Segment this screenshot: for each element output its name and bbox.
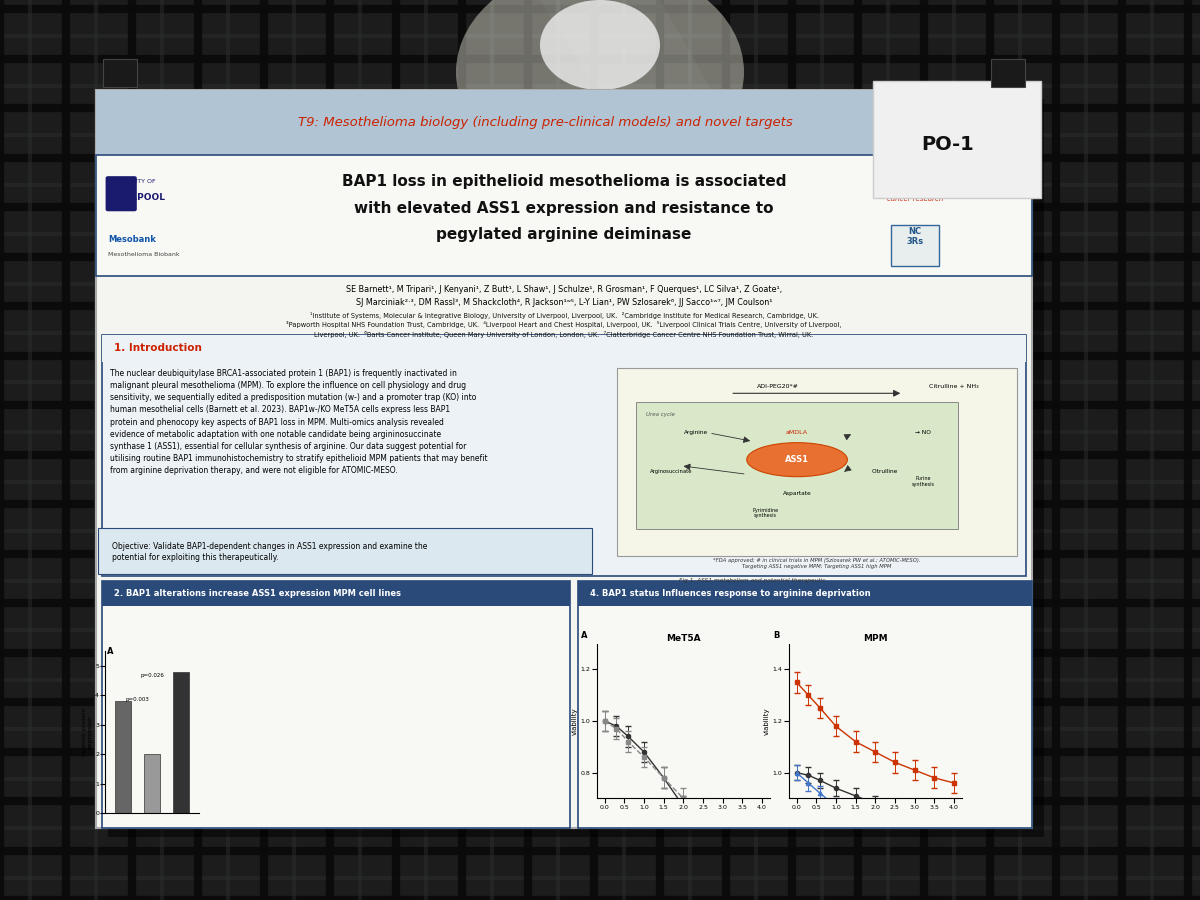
Text: A: A xyxy=(107,647,113,656)
Text: Arginosuccinate: Arginosuccinate xyxy=(650,469,692,474)
Y-axis label: viability: viability xyxy=(763,707,769,734)
FancyBboxPatch shape xyxy=(102,335,1026,576)
Text: *FDA approved; # in clinical trials in MPM (Szlosarek PW et al.; ATOMIC-MESO).
T: *FDA approved; # in clinical trials in M… xyxy=(713,558,920,569)
Text: Mesothelioma Biobank: Mesothelioma Biobank xyxy=(108,252,180,256)
FancyBboxPatch shape xyxy=(991,58,1025,87)
Text: 4. BAP1 status Influences response to arginine deprivation: 4. BAP1 status Influences response to ar… xyxy=(590,589,871,598)
Text: Citrulline + NH₃: Citrulline + NH₃ xyxy=(930,384,979,390)
FancyBboxPatch shape xyxy=(102,335,1026,362)
FancyBboxPatch shape xyxy=(102,580,570,606)
FancyBboxPatch shape xyxy=(102,580,570,828)
Ellipse shape xyxy=(746,443,847,477)
FancyBboxPatch shape xyxy=(578,580,1032,828)
Text: Objective: Validate BAP1-dependent changes in ASS1 expression and examine the
po: Objective: Validate BAP1-dependent chang… xyxy=(112,542,427,562)
Bar xyxy=(173,671,190,814)
Text: Citrulline: Citrulline xyxy=(872,469,899,474)
Text: p=0.026: p=0.026 xyxy=(140,673,164,679)
Text: ³Papworth Hospital NHS Foundation Trust, Cambridge, UK.  ⁴Liverpool Heart and Ch: ³Papworth Hospital NHS Foundation Trust,… xyxy=(287,321,841,328)
Y-axis label: viability: viability xyxy=(572,707,578,734)
Bar xyxy=(144,754,161,814)
Text: north west: north west xyxy=(892,177,938,186)
FancyBboxPatch shape xyxy=(96,90,1032,828)
Text: Pyrimidine
synthesis: Pyrimidine synthesis xyxy=(752,508,779,518)
Text: T9: Mesothelioma biology (including pre-clinical models) and novel targets: T9: Mesothelioma biology (including pre-… xyxy=(298,116,793,129)
Text: pegylated arginine deiminase: pegylated arginine deiminase xyxy=(437,228,691,242)
FancyBboxPatch shape xyxy=(103,58,137,87)
Circle shape xyxy=(456,0,744,180)
Title: MeT5A: MeT5A xyxy=(666,634,701,643)
Text: ADI-PEG20*#: ADI-PEG20*# xyxy=(756,384,798,390)
FancyBboxPatch shape xyxy=(108,99,1044,837)
FancyBboxPatch shape xyxy=(98,528,593,574)
Text: ¹Institute of Systems, Molecular & Integrative Biology, University of Liverpool,: ¹Institute of Systems, Molecular & Integ… xyxy=(310,311,818,319)
Text: Aspartate: Aspartate xyxy=(782,491,811,496)
FancyBboxPatch shape xyxy=(872,81,1042,198)
Text: Liverpool, UK.  ⁶Barts Cancer Institute, Queen Mary University of London, London: Liverpool, UK. ⁶Barts Cancer Institute, … xyxy=(314,331,814,338)
Text: Mesobank: Mesobank xyxy=(108,236,156,245)
Text: B: B xyxy=(773,631,779,640)
Text: BAP1 loss in epithelioid mesothelioma is associated: BAP1 loss in epithelioid mesothelioma is… xyxy=(342,174,786,189)
Text: NC
3Rs: NC 3Rs xyxy=(906,227,924,246)
FancyBboxPatch shape xyxy=(890,225,940,266)
Text: p=0.003: p=0.003 xyxy=(126,698,150,702)
Text: 1. Introduction: 1. Introduction xyxy=(114,343,202,354)
Circle shape xyxy=(540,0,660,90)
Bar xyxy=(115,701,131,814)
Text: Purine
synthesis: Purine synthesis xyxy=(911,476,935,487)
Text: Urea cycle: Urea cycle xyxy=(646,411,674,417)
FancyBboxPatch shape xyxy=(578,580,1032,606)
FancyBboxPatch shape xyxy=(96,90,1032,155)
Text: aMDLA: aMDLA xyxy=(786,430,808,436)
Text: SJ Marciniak²‧³, DM Rassl³, M Shackcloth⁴, R Jackson¹ʷ⁵, L-Y Lian¹, PW Szlosarek: SJ Marciniak²‧³, DM Rassl³, M Shackcloth… xyxy=(355,298,773,307)
Title: MPM: MPM xyxy=(863,634,888,643)
Text: 2. BAP1 alterations increase ASS1 expression MPM cell lines: 2. BAP1 alterations increase ASS1 expres… xyxy=(114,589,401,598)
Text: → NO: → NO xyxy=(914,430,931,436)
Text: cancer research: cancer research xyxy=(887,195,943,202)
FancyBboxPatch shape xyxy=(617,368,1016,556)
FancyBboxPatch shape xyxy=(106,176,137,212)
FancyBboxPatch shape xyxy=(96,155,1032,276)
Text: Arginine: Arginine xyxy=(684,430,708,436)
Text: UNIVERSITY OF: UNIVERSITY OF xyxy=(108,179,156,184)
Text: PO-1: PO-1 xyxy=(922,134,974,154)
Text: Fig 1. ASS1 metabolism and potential therapeutic.: Fig 1. ASS1 metabolism and potential the… xyxy=(679,578,827,583)
Y-axis label: relative protein
expression: relative protein expression xyxy=(82,708,92,756)
Text: ASS1: ASS1 xyxy=(785,455,809,464)
FancyBboxPatch shape xyxy=(636,402,958,529)
Text: SE Barnett¹, M Tripari¹, J Kenyani¹, Z Butt¹, L Shaw¹, J Schulze¹, R Grosman¹, F: SE Barnett¹, M Tripari¹, J Kenyani¹, Z B… xyxy=(346,285,782,294)
Text: The nuclear deubiquitylase BRCA1-associated protein 1 (BAP1) is frequently inact: The nuclear deubiquitylase BRCA1-associa… xyxy=(110,369,488,475)
Text: LIVERPOOL: LIVERPOOL xyxy=(108,193,166,202)
Text: with elevated ASS1 expression and resistance to: with elevated ASS1 expression and resist… xyxy=(354,201,774,216)
Text: A: A xyxy=(581,631,588,640)
